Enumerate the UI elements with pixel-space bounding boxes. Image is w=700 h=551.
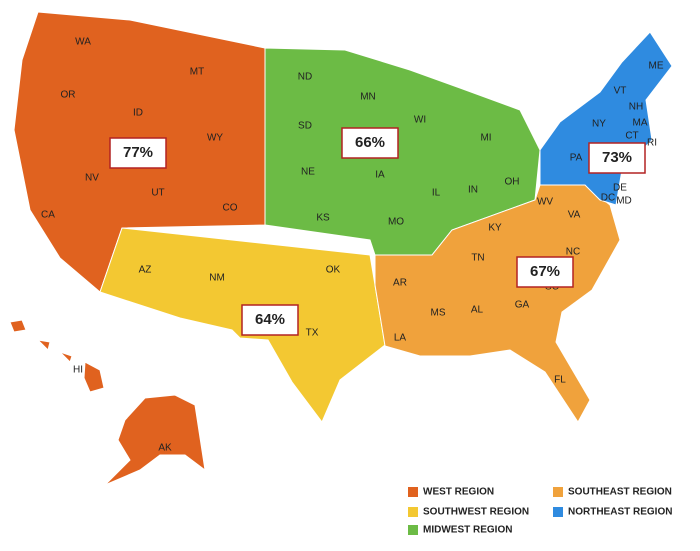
legend-swatch (553, 487, 563, 497)
state-label: HI (73, 365, 83, 376)
share-label: 67% (530, 263, 560, 280)
state-label: MD (616, 196, 632, 207)
state-label: TX (306, 328, 319, 339)
state-label: MO (388, 217, 404, 228)
state-label: OR (61, 90, 76, 101)
legend-label: NORTHEAST REGION (568, 507, 672, 518)
state-label: OK (326, 265, 341, 276)
region-area (104, 394, 206, 486)
share-label: 77% (123, 144, 153, 161)
share-label: 64% (255, 311, 285, 328)
region-area (539, 31, 673, 206)
legend-swatch (408, 507, 418, 517)
region-area (83, 361, 105, 393)
state-label: DE (613, 183, 627, 194)
state-label: IL (432, 188, 441, 199)
state-label: KS (316, 213, 330, 224)
state-label: WV (537, 197, 553, 208)
share-box (241, 304, 299, 336)
legend-label: WEST REGION (423, 487, 494, 498)
region-area (374, 184, 621, 423)
state-label: NM (209, 273, 225, 284)
state-label: AL (471, 305, 484, 316)
state-label: RI (647, 138, 657, 149)
state-label: NH (629, 102, 643, 113)
state-label: GA (515, 300, 530, 311)
state-label: MA (633, 118, 648, 129)
state-label: TN (471, 253, 484, 264)
state-label: MT (190, 67, 204, 78)
state-label: FL (554, 375, 566, 386)
state-label: AR (393, 278, 407, 289)
state-label: IN (468, 185, 478, 196)
state-label: UT (151, 188, 164, 199)
state-label: WA (75, 37, 91, 48)
state-label: WY (207, 133, 223, 144)
state-label: ND (298, 72, 312, 83)
state-label: NC (566, 247, 580, 258)
state-label: NY (592, 119, 606, 130)
region-area (59, 351, 73, 363)
state-label: DC (601, 193, 615, 204)
state-label: CT (625, 131, 638, 142)
share-box (109, 137, 167, 169)
state-label: SD (298, 121, 312, 132)
legend-swatch (408, 487, 418, 497)
state-label: IA (375, 170, 385, 181)
region-area (9, 319, 27, 333)
state-label: PA (570, 153, 583, 164)
share-box (516, 256, 574, 288)
state-label: CA (41, 210, 55, 221)
state-label: VA (568, 210, 581, 221)
legend-label: SOUTHWEST REGION (423, 507, 529, 518)
state-label: MS (431, 308, 446, 319)
state-label: ID (133, 108, 143, 119)
state-label: LA (394, 333, 407, 344)
state-label: VT (614, 86, 627, 97)
state-label: KY (488, 223, 502, 234)
legend-label: MIDWEST REGION (423, 525, 512, 536)
share-box (341, 127, 399, 159)
legend-label: SOUTHEAST REGION (568, 487, 672, 498)
state-label: ME (649, 61, 664, 72)
state-label: CO (223, 203, 238, 214)
share-label: 66% (355, 134, 385, 151)
state-label: WI (414, 115, 426, 126)
share-box (588, 142, 646, 174)
state-label: NE (301, 167, 315, 178)
state-label: AZ (139, 265, 152, 276)
legend-swatch (408, 525, 418, 535)
state-label: MI (480, 133, 491, 144)
state-label: MN (360, 92, 376, 103)
state-label: NV (85, 173, 99, 184)
state-label: OH (505, 177, 520, 188)
region-area (36, 339, 51, 351)
share-label: 73% (602, 149, 632, 166)
state-label: AK (158, 443, 172, 454)
legend-swatch (553, 507, 563, 517)
